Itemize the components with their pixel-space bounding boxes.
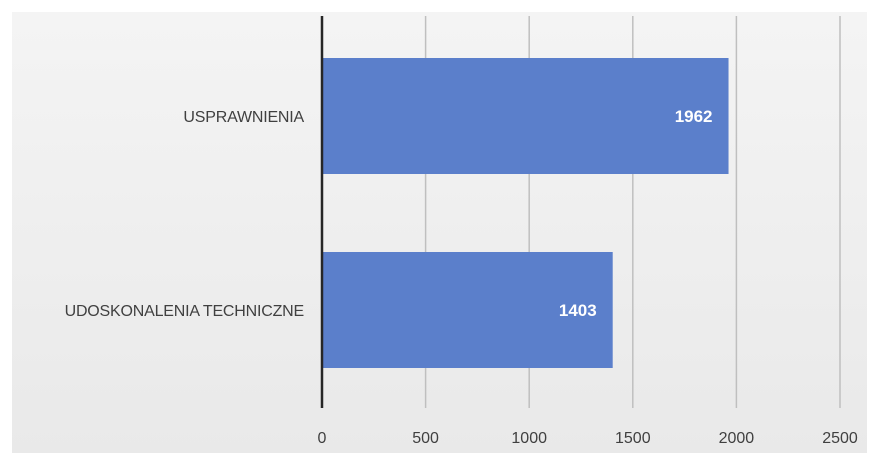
- tick-label-2500: 2500: [822, 430, 858, 447]
- bars: [322, 58, 729, 368]
- tick-label-500: 500: [412, 430, 439, 447]
- bar-2: [322, 252, 613, 368]
- tick-label-1500: 1500: [615, 430, 651, 447]
- labels: 0 500 1000 1500 2000 2500 1962 USPRAWNIENIA 1403…: [65, 107, 858, 447]
- category-label-2: UDOSKONALENIA TECHNICZNE: [65, 303, 304, 320]
- tick-label-2000: 2000: [719, 430, 755, 447]
- tick-label-0: 0: [318, 430, 327, 447]
- bar-1: [322, 58, 729, 174]
- data-label-2: 1403: [559, 301, 597, 320]
- tick-label-1000: 1000: [511, 430, 547, 447]
- data-label-1: 1962: [675, 107, 713, 126]
- category-label-1: USPRAWNIENIA: [183, 109, 304, 126]
